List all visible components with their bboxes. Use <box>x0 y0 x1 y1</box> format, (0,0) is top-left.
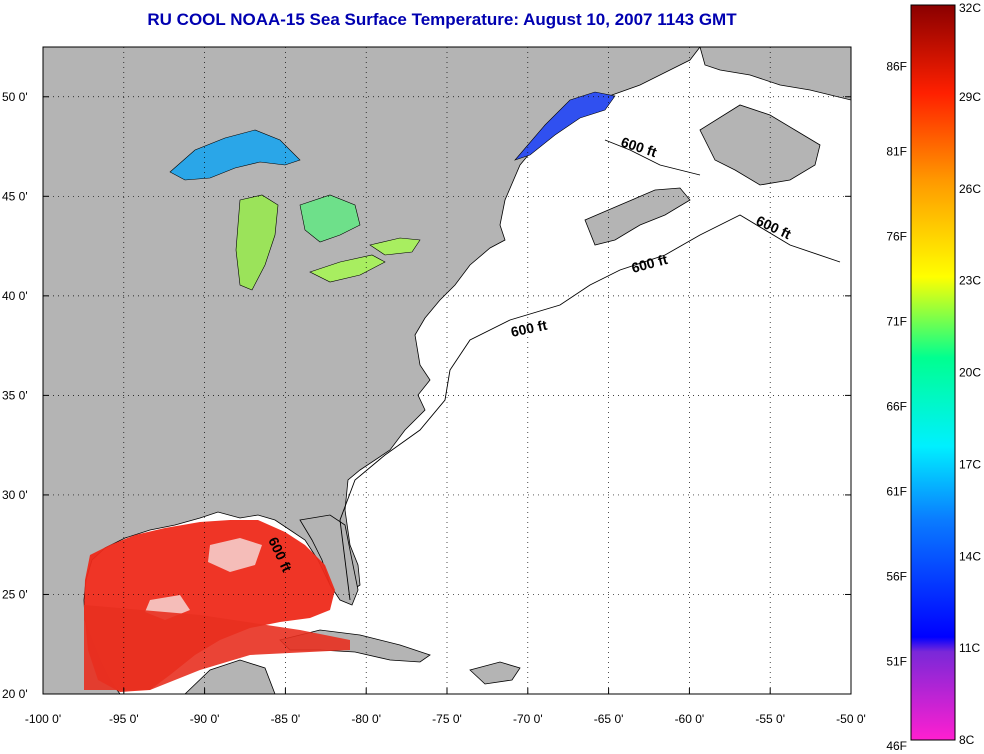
land-newfoundland <box>699 104 821 186</box>
isobath-600ft <box>339 139 841 601</box>
colorbar-labels: 32C 29C 26C 23C 20C 17C 14C 11C 8C 86F 81F 76F 71F 66… <box>886 1 981 753</box>
lat-tick-label: 30 0' <box>2 488 28 502</box>
lon-tick-label: -60 0' <box>675 712 705 726</box>
colorbar-fahrenheit-label: 86F <box>886 59 907 73</box>
lon-tick-label: -100 0' <box>25 712 61 726</box>
lon-tick-label: -85 0' <box>271 712 301 726</box>
lon-tick-label: -70 0' <box>513 712 543 726</box>
lake-superior <box>169 129 301 181</box>
colorbar-celsius-label: 26C <box>959 182 981 196</box>
colorbar-fahrenheit-label: 66F <box>886 400 907 414</box>
lake-michigan <box>235 194 279 291</box>
latitude-axis: 50 0' 45 0' 40 0' 35 0' 30 0' 25 0' 20 0' <box>2 90 851 701</box>
lon-tick-label: -95 0' <box>109 712 139 726</box>
lon-tick-label: -80 0' <box>351 712 381 726</box>
lake-huron <box>299 194 361 243</box>
colorbar-fahrenheit-label: 46F <box>886 739 907 753</box>
colorbar-fahrenheit-label: 81F <box>886 144 907 158</box>
colorbar-celsius-label: 20C <box>959 366 981 380</box>
lat-tick-label: 40 0' <box>2 289 28 303</box>
lat-tick-label: 35 0' <box>2 388 28 402</box>
colorbar-fahrenheit-label: 56F <box>886 570 907 584</box>
colorbar-celsius-label: 8C <box>959 733 975 747</box>
lon-tick-label: -55 0' <box>755 712 785 726</box>
colorbar-celsius-label: 11C <box>959 641 980 655</box>
colorbar-fahrenheit-label: 61F <box>886 485 907 499</box>
caribbean-sst <box>84 605 350 690</box>
colorbar <box>910 4 956 741</box>
lon-tick-label: -50 0' <box>836 712 866 726</box>
colorbar-celsius-label: 23C <box>959 274 981 288</box>
lon-tick-label: -75 0' <box>432 712 462 726</box>
lon-tick-label: -90 0' <box>190 712 220 726</box>
lake-erie <box>309 254 386 283</box>
lat-tick-label: 50 0' <box>2 90 28 104</box>
lake-ontario <box>369 237 421 256</box>
colorbar-celsius-label: 14C <box>959 549 981 563</box>
land-labrador <box>699 47 851 101</box>
colorbar-celsius-label: 17C <box>959 457 981 471</box>
colorbar-fahrenheit-label: 71F <box>886 314 907 328</box>
lat-tick-label: 25 0' <box>2 587 28 601</box>
st-lawrence-river <box>514 91 616 161</box>
colorbar-fahrenheit-label: 76F <box>886 229 907 243</box>
colorbar-fahrenheit-label: 51F <box>886 655 907 669</box>
land-hispaniola <box>469 661 521 685</box>
colorbar-celsius-label: 32C <box>959 1 981 15</box>
contour-label: 600 ft <box>509 317 548 340</box>
land-nova-scotia <box>584 187 691 246</box>
lon-tick-label: -65 0' <box>594 712 624 726</box>
map-title: RU COOL NOAA-15 Sea Surface Temperature:… <box>147 10 737 29</box>
lat-tick-label: 45 0' <box>2 189 28 203</box>
lat-tick-label: 20 0' <box>2 687 28 701</box>
colorbar-celsius-label: 29C <box>959 90 981 104</box>
land-yucatan <box>184 659 276 694</box>
longitude-axis: -100 0' -95 0' -90 0' -85 0' -80 0' -75 0' -70… <box>25 688 866 726</box>
gulf-cool-patches <box>145 538 262 620</box>
